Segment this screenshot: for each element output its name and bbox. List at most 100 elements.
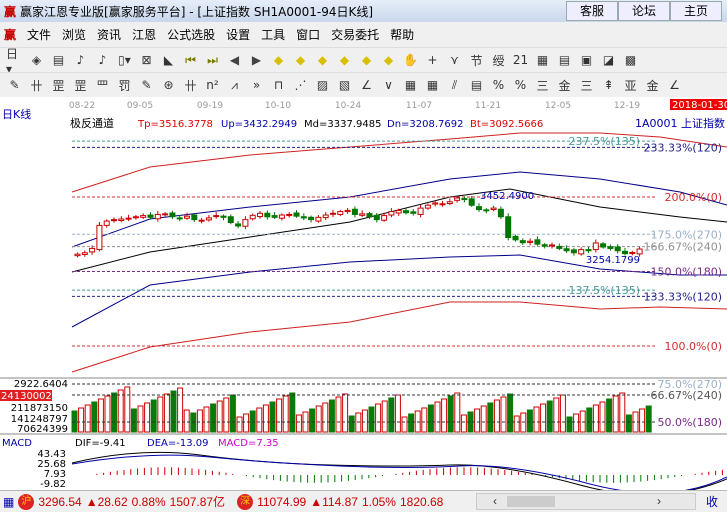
candlestick [330, 209, 336, 218]
toolbar-button-icon[interactable]: ◆ [295, 53, 306, 67]
toolbar-button-icon[interactable]: ⫽ [451, 77, 458, 92]
toolbar-button-icon[interactable]: 罡 [52, 78, 65, 93]
menu-item[interactable]: 设置 [226, 28, 251, 42]
toolbar-button-icon[interactable]: ▨ [316, 78, 329, 92]
toolbar-button-icon[interactable]: % [492, 78, 505, 92]
toolbar-button-icon[interactable]: % [514, 78, 527, 92]
toolbar-button-icon[interactable]: n² [206, 78, 219, 92]
toolbar-button-icon[interactable]: ▣ [580, 53, 593, 67]
toolbar-button-icon[interactable]: ◀ [229, 53, 240, 67]
dn-value: Dn=3208.7692 [387, 119, 464, 130]
toolbar-button-icon[interactable]: ▤ [558, 53, 571, 67]
toolbar-button-icon[interactable]: ▦ [536, 53, 549, 67]
toolbar-button-icon[interactable]: ◆ [383, 53, 394, 67]
toolbar-button-icon[interactable]: ♪ [98, 53, 107, 67]
toolbar-button-icon[interactable]: 罡 [74, 78, 87, 93]
toolbar-button-icon[interactable]: 绶 [492, 53, 505, 68]
toolbar-button-icon[interactable]: + [427, 53, 438, 67]
high-price-label: 3452.4900 [480, 191, 534, 202]
customer-service-button[interactable]: 客服 [566, 1, 618, 21]
menu-item[interactable]: 资讯 [97, 28, 122, 42]
toolbar-button-icon[interactable]: ✎ [141, 78, 152, 92]
toolbar-button-icon[interactable]: 罒 [96, 78, 109, 93]
toolbar-button-icon[interactable]: ⋰ [294, 78, 307, 92]
homepage-button[interactable]: 主页 [670, 1, 722, 21]
sh-index-value[interactable]: 3296.54 [38, 494, 82, 509]
toolbar-button-icon[interactable]: ⊛ [163, 78, 174, 92]
volume-bar [124, 386, 131, 433]
sz-index-value[interactable]: 11074.99 [257, 494, 307, 509]
toolbar-button-icon[interactable]: ▩ [624, 53, 637, 67]
menu-item[interactable]: 江恩 [132, 28, 157, 42]
toolbar-button-icon[interactable]: 日▾ [6, 46, 19, 76]
macd-tick: -9.82 [40, 479, 66, 490]
toolbar-button-icon[interactable]: 卄 [30, 78, 43, 93]
horizontal-scrollbar[interactable]: ‹ › [476, 493, 696, 510]
toolbar-button-icon[interactable]: 三 [536, 78, 549, 93]
forum-button[interactable]: 论坛 [618, 1, 670, 21]
toolbar-button-icon[interactable]: ◣ [163, 53, 174, 67]
toolbar-button-icon[interactable]: 21 [512, 53, 529, 67]
menu-item[interactable]: 帮助 [390, 28, 415, 42]
toolbar-button-icon[interactable]: ▶ [251, 53, 262, 67]
toolbar-button-icon[interactable]: ◆ [317, 53, 328, 67]
volume-bar [460, 414, 467, 433]
volume-bar [645, 405, 652, 433]
toolbar-button-icon[interactable]: ▤ [52, 53, 65, 67]
toolbar-button-icon[interactable]: ▧ [338, 78, 351, 92]
menu-item[interactable]: 文件 [27, 28, 52, 42]
toolbar-button-icon[interactable]: ⏮ [185, 52, 196, 67]
menu-item[interactable]: 交易委托 [331, 28, 380, 42]
toolbar-button-icon[interactable]: ✎ [9, 78, 20, 92]
menu-item[interactable]: 公式选股 [167, 28, 216, 42]
toolbar-button-icon[interactable]: ▯▾ [118, 53, 131, 67]
toolbar-button-icon[interactable]: ∨ [384, 78, 393, 92]
toolbar-button-icon[interactable]: 三 [580, 78, 593, 93]
calendar-icon[interactable]: ▦ [3, 494, 15, 509]
toolbar-button-icon[interactable]: ▦ [404, 78, 417, 92]
toolbar-button-icon[interactable]: ⇞ [603, 78, 614, 92]
toolbar-button-icon[interactable]: ⊓ [273, 78, 284, 92]
collapse-button[interactable]: 收 [706, 495, 719, 509]
toolbar-button-icon[interactable]: ∠ [669, 78, 680, 92]
candlestick [96, 221, 103, 252]
toolbar-button-icon[interactable]: 卄 [184, 78, 197, 93]
toolbar-button-icon[interactable]: ◪ [602, 53, 615, 67]
toolbar-button-icon[interactable]: ⏭ [207, 52, 218, 67]
toolbar-button-icon[interactable]: » [252, 78, 261, 92]
kline-chart[interactable]: 日K线 08-22 09-05 09-19 10-10 10-24 11-07 11-21 1… [0, 97, 727, 490]
toolbar-button-icon[interactable]: ◈ [31, 53, 42, 67]
toolbar-button-icon[interactable]: ▤ [470, 78, 483, 92]
level-label: 133.33%(120) [643, 290, 722, 303]
date-tick: 11-21 [475, 101, 501, 111]
menu-item[interactable]: 窗口 [296, 28, 321, 42]
volume-tick: 70624399 [17, 424, 68, 435]
toolbar-button-icon[interactable]: 亚 [624, 78, 637, 93]
scrollbar-thumb[interactable] [507, 496, 555, 507]
toolbar-button-icon[interactable]: 罚 [118, 78, 131, 93]
toolbar-button-icon[interactable]: ♪ [76, 53, 85, 67]
chart-area[interactable]: 日K线 08-22 09-05 09-19 10-10 10-24 11-07 11-21 1… [0, 97, 727, 490]
toolbar-button-icon[interactable]: ◆ [273, 53, 284, 67]
candlestick [366, 211, 373, 220]
toolbar-button-icon[interactable]: ∠ [361, 78, 372, 92]
scroll-left-icon[interactable]: ‹ [493, 494, 497, 508]
toolbar-button-icon[interactable]: ⋎ [450, 53, 459, 67]
toolbar-button-icon[interactable]: 金 [558, 78, 571, 93]
scroll-right-icon[interactable]: › [657, 494, 661, 508]
toolbar-button-icon[interactable]: ◆ [361, 53, 372, 67]
toolbar-button-icon[interactable]: 节 [470, 53, 483, 68]
candlestick [235, 221, 242, 229]
toolbar-button-icon[interactable]: ▦ [426, 78, 439, 92]
volume-bar [586, 407, 593, 433]
volume-bar [381, 400, 388, 433]
toolbar-button-icon[interactable]: 金 [646, 78, 659, 93]
candlestick [176, 215, 183, 222]
toolbar-button-icon[interactable]: ⊠ [141, 53, 152, 67]
toolbar-button-icon[interactable]: ⩘ [231, 77, 238, 92]
date-tick: 12-05 [545, 101, 571, 111]
toolbar-button-icon[interactable]: ◆ [339, 53, 350, 67]
menu-item[interactable]: 工具 [261, 28, 286, 42]
toolbar-button-icon[interactable]: ✋ [403, 53, 418, 67]
menu-item[interactable]: 浏览 [62, 28, 87, 42]
